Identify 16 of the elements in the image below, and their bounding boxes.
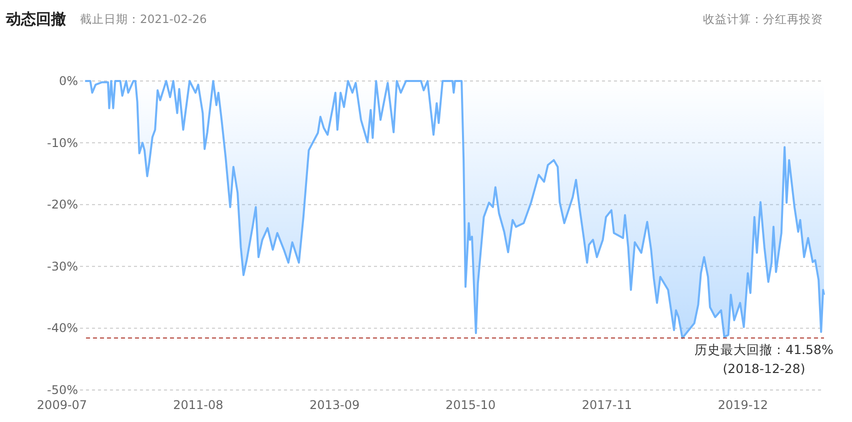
y-tick-label: -10% [46, 136, 78, 150]
x-tick-label: 2015-10 [445, 398, 496, 412]
y-tick-label: -30% [46, 259, 78, 274]
y-tick-label: -40% [46, 321, 78, 336]
x-tick-label: 2013-09 [309, 398, 360, 412]
x-tick-label: 2011-08 [173, 398, 224, 412]
y-tick-label: 0% [58, 74, 78, 88]
x-tick-label: 2009-07 [36, 398, 88, 412]
text: 收益计算：分红再投资 [703, 12, 823, 26]
chart-subtitle: 截止日期：2021-02-26 [80, 12, 207, 26]
chart-title: 动态回撤 [5, 10, 66, 28]
y-tick-label: -20% [46, 198, 78, 212]
ref-line-label: 历史最大回撤：41.58% (2018-12-28) [694, 342, 834, 376]
y-tick-label: -50% [46, 383, 78, 397]
x-tick-label: 2019-12 [718, 398, 768, 412]
x-tick-label: 2017-11 [582, 398, 632, 412]
